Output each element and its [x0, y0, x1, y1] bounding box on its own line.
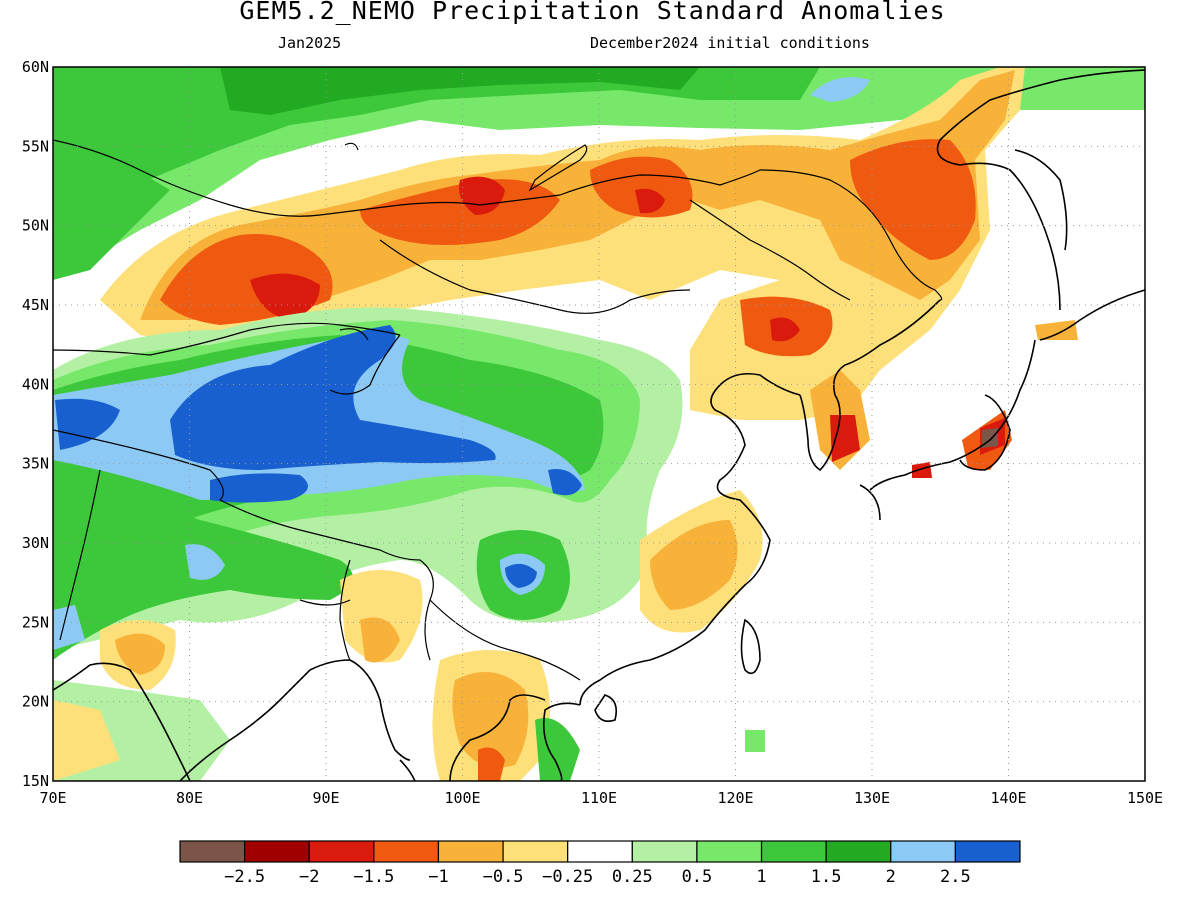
anomaly-patch-baikal-red — [635, 188, 665, 214]
forecast-month: Jan2025 — [278, 34, 342, 52]
map-plot-area — [53, 67, 1145, 781]
colorbar-labels: −2.5 −2 −1.5 −1 −0.5 −0.25 0.25 0.5 1 1.5 2 2.5 — [224, 867, 971, 887]
lon-tick-label: 130E — [854, 789, 890, 807]
anomaly-patch-burma-orange — [360, 617, 400, 663]
lakes — [339, 142, 588, 341]
colorbar-swatch — [179, 840, 246, 863]
colorbar-swatch — [631, 840, 698, 863]
anomaly-patch-kyushu-red — [912, 462, 932, 478]
colorbar-label: −1.5 — [353, 867, 394, 887]
coastlines — [53, 69, 1145, 781]
colorbar-label: 0.25 — [612, 867, 653, 887]
anomaly-patch-west-green — [53, 150, 170, 280]
lat-tick-label: 30N — [22, 534, 49, 552]
axis-ticks: 70E 80E 90E 100E 110E 120E 130E 140E 150E 15N 20N 2… — [22, 58, 1163, 807]
lat-tick-label: 50N — [22, 217, 49, 235]
colorbar-label: −1 — [428, 867, 448, 887]
colorbar-swatch — [373, 840, 440, 863]
lat-tick-label: 60N — [22, 58, 49, 76]
lat-tick-label: 15N — [22, 772, 49, 790]
lat-tick-label: 25N — [22, 613, 49, 631]
initial-conditions-label: December2024 initial conditions — [590, 34, 870, 52]
lat-tick-label: 20N — [22, 693, 49, 711]
lon-tick-label: 70E — [39, 789, 66, 807]
anomaly-patch-mongolia-orange — [360, 179, 560, 245]
anomaly-patch-south-india-light — [53, 700, 120, 781]
lat-tick-label: 55N — [22, 137, 49, 155]
colorbar-swatch — [890, 840, 956, 863]
anomaly-patch-sichuan-blue — [505, 563, 537, 588]
anomaly-patch-qinghai-blue — [548, 469, 582, 496]
anomaly-belt-dry-orange — [140, 70, 1015, 320]
anomaly-patch-west-lightblue — [53, 605, 85, 650]
colorbar-swatch — [244, 840, 310, 863]
anomaly-patch-indochina-red — [478, 747, 505, 781]
anomaly-patch-kazakh-red — [250, 273, 320, 320]
colorbar-swatch — [825, 840, 892, 863]
colorbar-boxes — [179, 840, 1021, 863]
colorbar-label: 1.5 — [811, 867, 842, 887]
lon-tick-label: 140E — [990, 789, 1026, 807]
lon-tick-label: 100E — [444, 789, 480, 807]
anomaly-patch-indochina-orange — [452, 672, 529, 768]
anomaly-patch-pamir-blue — [55, 398, 120, 450]
lat-tick-label: 35N — [22, 455, 49, 473]
colorbar-swatch — [502, 840, 569, 863]
lon-tick-label: 110E — [581, 789, 617, 807]
lon-tick-label: 120E — [717, 789, 753, 807]
colorbar-label: −2 — [299, 867, 319, 887]
country-borders — [53, 139, 943, 681]
colorbar-swatch — [437, 840, 504, 863]
lat-tick-label: 45N — [22, 296, 49, 314]
anomaly-patch-hokkaido-orange — [1035, 320, 1078, 340]
graticule — [53, 67, 1145, 781]
anomaly-patch-india-orange — [115, 633, 165, 675]
anomaly-patch-mongolia-red — [459, 176, 505, 215]
colorbar-swatch — [308, 840, 375, 863]
lon-tick-label: 80E — [176, 789, 203, 807]
colorbar-swatch — [567, 840, 633, 863]
anomaly-band-north-darkest-green — [220, 67, 700, 115]
colorbar-label: −0.25 — [542, 867, 593, 887]
map-title: GEM5.2_NEMO Precipitation Standard Anoma… — [239, 0, 946, 25]
colorbar-swatch — [696, 840, 763, 863]
anomaly-patch-burma-light — [340, 570, 423, 663]
colorbar-label: 2 — [886, 867, 896, 887]
lon-tick-label: 150E — [1127, 789, 1163, 807]
anomaly-patch-tarim-blue — [170, 325, 496, 470]
anomaly-patch-korea-red — [830, 415, 860, 462]
map-frame — [52, 66, 1146, 782]
anomaly-patch-northchina-red — [770, 317, 800, 342]
anomaly-patch-luzon-green — [745, 730, 765, 752]
lat-tick-label: 40N — [22, 375, 49, 393]
colorbar-label: 2.5 — [940, 867, 971, 887]
anomaly-patch-tibet-blue — [210, 473, 308, 503]
anomaly-patch-baikal-orange — [590, 156, 693, 218]
colorbar-label: 0.5 — [682, 867, 713, 887]
anomaly-patch-light-blue-north — [810, 77, 870, 102]
anomaly-patch-amur-orange — [850, 139, 976, 260]
colorbar-swatch — [760, 840, 827, 863]
anomaly-patch-vietnam-green — [535, 718, 580, 781]
anomaly-patch-himalaya-lightblue — [185, 544, 225, 580]
colorbar-swatch — [954, 840, 1021, 863]
colorbar-label: 1 — [756, 867, 766, 887]
lon-tick-label: 90E — [312, 789, 339, 807]
colorbar-label: −2.5 — [224, 867, 265, 887]
colorbar-label: −0.5 — [483, 867, 524, 887]
